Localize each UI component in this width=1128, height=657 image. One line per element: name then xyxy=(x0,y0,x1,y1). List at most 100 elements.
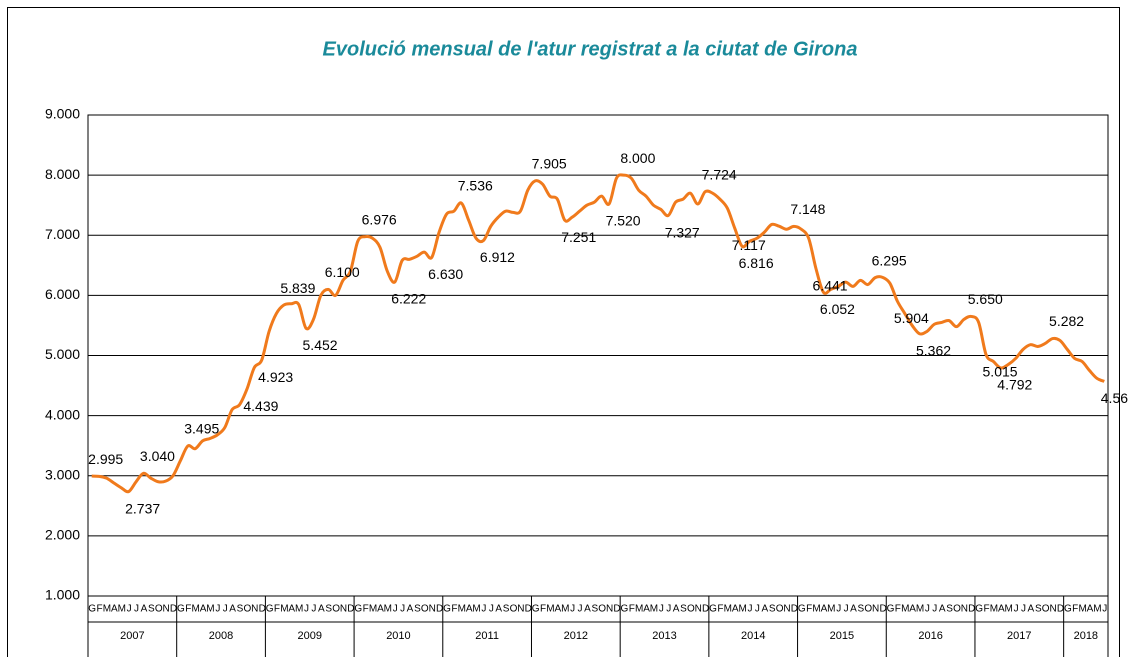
x-tick-label: S xyxy=(769,604,776,615)
data-label: 4.792 xyxy=(997,377,1032,393)
y-tick-label: 6.000 xyxy=(45,286,80,302)
y-tick-label: 7.000 xyxy=(45,226,80,242)
x-tick-label: O xyxy=(1042,604,1050,615)
x-tick-label: M xyxy=(103,604,111,615)
x-tick-label: D xyxy=(170,604,177,615)
x-tick-label: F xyxy=(451,604,457,615)
data-label: 5.452 xyxy=(303,337,338,353)
x-tick-label: F xyxy=(895,604,901,615)
x-tick-label: G xyxy=(975,604,983,615)
data-label: 2.737 xyxy=(125,500,160,516)
x-tick-label: A xyxy=(761,604,768,615)
x-tick-label: J xyxy=(748,604,753,615)
data-label: 5.015 xyxy=(983,363,1018,379)
x-tick-label: M xyxy=(990,604,998,615)
data-label: 7.327 xyxy=(665,224,700,240)
x-tick-label: A xyxy=(141,604,148,615)
x-tick-label: M xyxy=(1078,604,1086,615)
x-tick-label: F xyxy=(629,604,635,615)
x-tick-label: G xyxy=(354,604,362,615)
x-tick-label: O xyxy=(421,604,429,615)
x-tick-label: D xyxy=(436,604,443,615)
x-tick-label: A xyxy=(850,604,857,615)
data-label: 6.222 xyxy=(391,291,426,307)
data-label: 6.295 xyxy=(872,252,907,268)
x-tick-label: M xyxy=(280,604,288,615)
data-label: 6.816 xyxy=(739,255,774,271)
x-tick-label: A xyxy=(939,604,946,615)
x-tick-label: J xyxy=(659,604,664,615)
x-tick-label: M xyxy=(295,604,303,615)
x-tick-label: F xyxy=(363,604,369,615)
x-tick-label: S xyxy=(858,604,865,615)
x-tick-label: M xyxy=(1093,604,1101,615)
x-tick-label: M xyxy=(546,604,554,615)
data-label: 5.904 xyxy=(894,310,929,326)
x-tick-label: O xyxy=(598,604,606,615)
x-tick-label: O xyxy=(332,604,340,615)
x-tick-label: S xyxy=(325,604,332,615)
x-tick-label: J xyxy=(1021,604,1026,615)
x-tick-label: F xyxy=(540,604,546,615)
data-label: 4.923 xyxy=(258,369,293,385)
x-tick-label: M xyxy=(384,604,392,615)
x-tick-label: A xyxy=(111,604,118,615)
x-tick-label: A xyxy=(584,604,591,615)
x-tick-label: J xyxy=(578,604,583,615)
y-tick-label: 8.000 xyxy=(45,166,80,182)
x-tick-label: O xyxy=(155,604,163,615)
x-tick-label: A xyxy=(407,604,414,615)
x-tick-label: N xyxy=(517,604,524,615)
x-tick-label: S xyxy=(946,604,953,615)
data-label: 3.495 xyxy=(184,421,219,437)
x-tick-label: G xyxy=(443,604,451,615)
x-tick-label: A xyxy=(732,604,739,615)
x-tick-label: N xyxy=(695,604,702,615)
x-tick-label: O xyxy=(244,604,252,615)
x-tick-label: A xyxy=(377,604,384,615)
data-label: 2.995 xyxy=(88,451,123,467)
plot-area xyxy=(87,114,1109,597)
x-tick-label: A xyxy=(495,604,502,615)
x-tick-label: J xyxy=(570,604,575,615)
y-tick-label: 3.000 xyxy=(45,466,80,482)
x-tick-label: J xyxy=(844,604,849,615)
x-tick-label: J xyxy=(304,604,309,615)
x-tick-label: J xyxy=(311,604,316,615)
x-tick-label: G xyxy=(709,604,717,615)
y-tick-label: 1.000 xyxy=(45,587,80,603)
x-group-label: 2010 xyxy=(386,630,410,642)
x-tick-label: D xyxy=(879,604,886,615)
x-tick-label: S xyxy=(1035,604,1042,615)
x-tick-label: M xyxy=(206,604,214,615)
x-tick-label: D xyxy=(613,604,620,615)
x-tick-label: S xyxy=(148,604,155,615)
x-tick-label: J xyxy=(932,604,937,615)
data-label: 6.441 xyxy=(813,278,848,294)
x-tick-label: G xyxy=(1064,604,1072,615)
data-label: 5.839 xyxy=(280,280,315,296)
x-tick-label: F xyxy=(274,604,280,615)
x-tick-label: F xyxy=(983,604,989,615)
x-tick-label: S xyxy=(414,604,421,615)
data-label: 6.630 xyxy=(428,266,463,282)
x-tick-label: J xyxy=(127,604,132,615)
data-label: 4.439 xyxy=(243,398,278,414)
x-tick-label: M xyxy=(369,604,377,615)
x-tick-label: G xyxy=(887,604,895,615)
x-tick-label: F xyxy=(717,604,723,615)
x-tick-label: D xyxy=(702,604,709,615)
y-tick-label: 2.000 xyxy=(45,527,80,543)
x-tick-label: J xyxy=(666,604,671,615)
x-tick-label: N xyxy=(340,604,347,615)
data-label: 6.052 xyxy=(820,301,855,317)
x-tick-label: S xyxy=(503,604,510,615)
x-tick-label: F xyxy=(1072,604,1078,615)
x-tick-label: A xyxy=(555,604,562,615)
x-tick-label: J xyxy=(393,604,398,615)
x-tick-label: N xyxy=(1049,604,1056,615)
x-tick-label: D xyxy=(1057,604,1064,615)
x-tick-label: M xyxy=(650,604,658,615)
x-tick-label: O xyxy=(864,604,872,615)
x-tick-label: J xyxy=(134,604,139,615)
